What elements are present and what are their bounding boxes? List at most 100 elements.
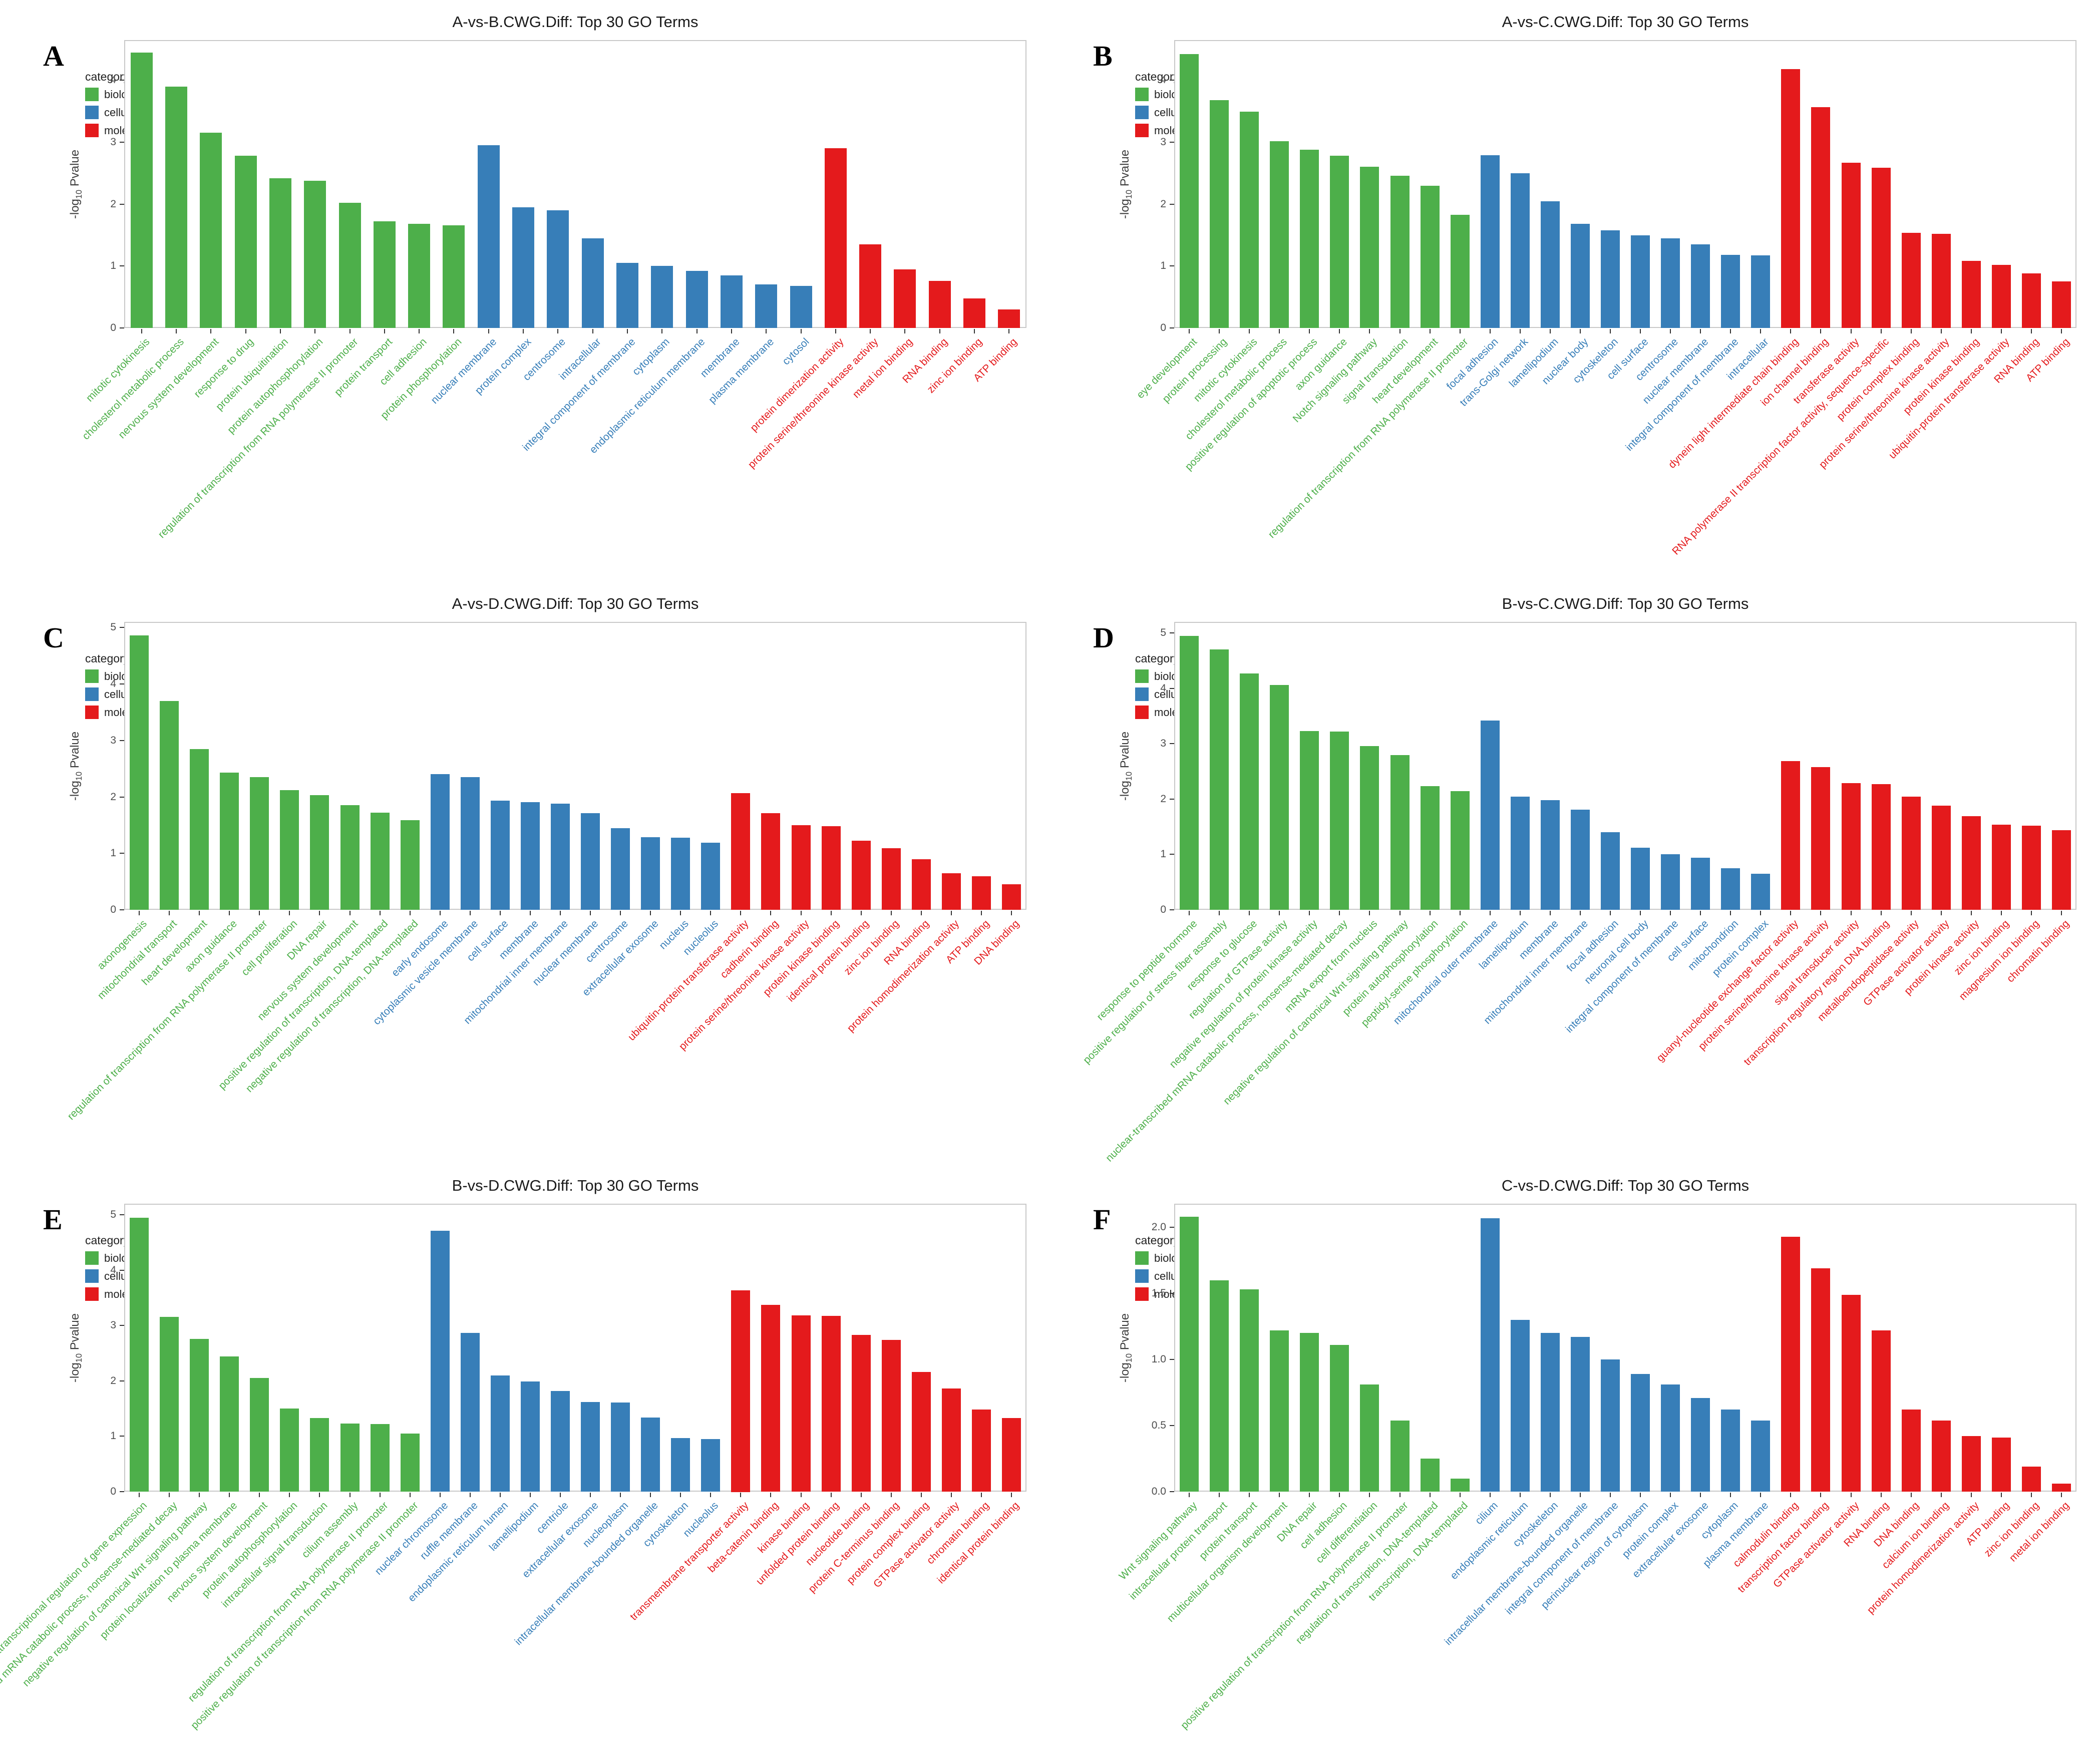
y-tick-mark: [1170, 1359, 1174, 1360]
bar: [165, 87, 187, 328]
x-tick-label: mitotic cytokinesis: [84, 336, 152, 404]
x-tick-mark: [380, 1493, 381, 1497]
bar: [894, 269, 916, 328]
bar: [1002, 884, 1021, 910]
x-tick-mark: [139, 1493, 140, 1497]
x-tick-mark: [1881, 1493, 1882, 1497]
bar: [1421, 186, 1440, 328]
y-tick-mark: [1170, 632, 1174, 634]
x-tick-mark: [1851, 911, 1852, 915]
bar: [1661, 1384, 1680, 1492]
x-tick-label: regulation of transcription, DNA-templat…: [1293, 1500, 1441, 1646]
legend-swatch-icon: [85, 706, 99, 719]
x-tick-mark: [380, 911, 381, 915]
bar: [998, 309, 1020, 328]
x-tick-mark: [1911, 1493, 1912, 1497]
x-tick-mark: [1550, 911, 1551, 915]
x-tick-mark: [1640, 911, 1641, 915]
bar: [825, 148, 847, 328]
bar: [882, 1340, 901, 1492]
bar: [611, 828, 630, 910]
panel-f: F C-vs-D.CWG.Diff: Top 30 GO Terms categor…: [1050, 1164, 2100, 1745]
x-tick-mark: [229, 911, 230, 915]
x-tick-mark: [1820, 329, 1821, 333]
bar: [1330, 732, 1349, 910]
x-tick-label: positive regulation of transcription fro…: [188, 1500, 421, 1731]
x-tick-mark: [169, 911, 170, 915]
x-tick-mark: [289, 1493, 290, 1497]
y-tick-label: 3: [1160, 136, 1166, 148]
bar: [1300, 150, 1319, 328]
y-tick-mark: [120, 80, 124, 81]
bar: [912, 859, 931, 910]
bar: [792, 825, 811, 910]
x-tick-mark: [680, 911, 681, 915]
x-tick-mark: [1399, 329, 1401, 333]
bar: [1240, 112, 1259, 328]
bar: [1180, 1217, 1199, 1492]
x-tick-mark: [1339, 911, 1340, 915]
x-tick-mark: [1670, 329, 1671, 333]
y-tick-label: 2: [110, 1374, 116, 1386]
x-tick-mark: [981, 1493, 982, 1497]
bar: [1721, 1410, 1740, 1492]
x-tick-mark: [1279, 1493, 1280, 1497]
bar: [942, 873, 961, 910]
x-tick-mark: [1610, 329, 1611, 333]
x-tick-mark: [801, 1493, 802, 1497]
x-tick-mark: [1730, 329, 1731, 333]
bar: [461, 777, 480, 910]
plot-area: [124, 1204, 1026, 1492]
y-tick-mark: [1170, 142, 1174, 143]
x-tick-mark: [1249, 329, 1250, 333]
y-tick-label: 1: [110, 260, 116, 272]
x-tick-mark: [210, 329, 211, 333]
panel-b: B A-vs-C.CWG.Diff: Top 30 GO Terms categor…: [1050, 0, 2100, 582]
legend-swatch-icon: [1135, 88, 1149, 101]
x-tick-mark: [1610, 1493, 1611, 1497]
bar: [1872, 784, 1891, 910]
bar: [882, 848, 901, 910]
x-tick-mark: [2031, 329, 2032, 333]
x-tick-mark: [1730, 1493, 1731, 1497]
bar: [1721, 255, 1740, 328]
panel-title: A-vs-B.CWG.Diff: Top 30 GO Terms: [452, 13, 698, 31]
y-axis-label: -log10 Pvalue: [1118, 1313, 1134, 1382]
x-tick-label: protein homodimerization activity: [1865, 1500, 1982, 1616]
bar: [1751, 874, 1770, 910]
y-tick-mark: [1170, 798, 1174, 800]
x-tick-mark: [2001, 329, 2002, 333]
y-tick-mark: [120, 327, 124, 328]
panel-title: C-vs-D.CWG.Diff: Top 30 GO Terms: [1501, 1177, 1749, 1194]
y-tick-label: 4: [1160, 682, 1166, 694]
bar: [1872, 168, 1891, 328]
legend-swatch-icon: [1135, 706, 1149, 719]
bar: [2052, 1484, 2071, 1492]
bar: [250, 1378, 269, 1492]
x-tick-mark: [2001, 1493, 2002, 1497]
x-tick-label: plasma membrane: [707, 336, 777, 406]
x-tick-mark: [523, 329, 524, 333]
x-tick-mark: [770, 1493, 771, 1497]
bar: [929, 281, 951, 328]
bar: [721, 275, 743, 328]
bar: [304, 181, 326, 328]
bar: [1541, 1333, 1560, 1492]
x-tick-mark: [560, 1493, 561, 1497]
bar: [582, 238, 604, 328]
bar: [491, 1375, 510, 1492]
x-tick-mark: [314, 329, 315, 333]
bar: [1300, 731, 1319, 910]
x-tick-mark: [1520, 329, 1521, 333]
x-tick-mark: [1760, 911, 1761, 915]
x-tick-label: positive regulation of transcription fro…: [1178, 1500, 1411, 1731]
x-tick-mark: [1249, 1493, 1250, 1497]
bar: [160, 1317, 179, 1492]
y-tick-mark: [1170, 687, 1174, 689]
y-tick-label: 2.0: [1151, 1221, 1166, 1233]
panel-title: A-vs-D.CWG.Diff: Top 30 GO Terms: [452, 595, 699, 612]
legend-swatch-icon: [85, 1269, 99, 1283]
x-tick-mark: [590, 1493, 591, 1497]
legend-title: category: [85, 70, 130, 83]
x-tick-mark: [592, 329, 593, 333]
